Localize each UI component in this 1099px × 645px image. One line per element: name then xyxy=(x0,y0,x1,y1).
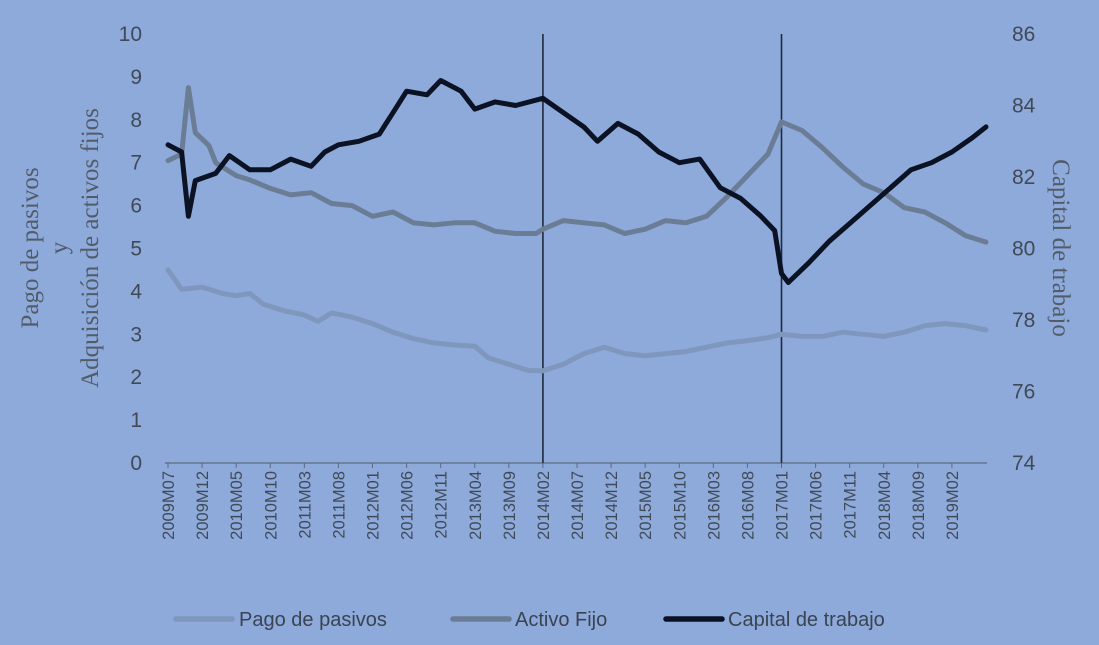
x-tick-label: 2010M10 xyxy=(262,471,280,540)
x-tick-label: 2017M11 xyxy=(842,471,860,539)
right-tick-label: 76 xyxy=(1012,381,1035,404)
x-tick-label: 2010M05 xyxy=(228,471,246,540)
x-tick-label: 2016M08 xyxy=(739,471,757,540)
series-lines xyxy=(165,78,989,374)
left-axis-title-line-2: y xyxy=(46,241,73,254)
left-tick-label: 8 xyxy=(130,109,142,132)
vertical-reference-lines xyxy=(542,34,783,463)
x-tick-label: 2012M06 xyxy=(399,471,417,540)
right-tick-label: 84 xyxy=(1012,95,1036,118)
x-tick-label: 2018M09 xyxy=(910,471,928,540)
x-tick-label: 2015M10 xyxy=(671,471,689,540)
legend-label-capital-de-trabajo: Capital de trabajo xyxy=(728,609,885,631)
x-tick-label: 2012M11 xyxy=(433,471,451,539)
left-tick-label: 5 xyxy=(130,238,142,261)
x-tick-label: 2015M05 xyxy=(637,471,655,540)
x-tick-label: 2017M06 xyxy=(808,471,826,540)
x-tick-label: 2018M04 xyxy=(876,471,894,540)
x-tick-label: 2013M04 xyxy=(467,471,485,540)
left-tick-label: 2 xyxy=(130,366,142,389)
legend-label-pago-de-pasivos: Pago de pasivos xyxy=(239,609,387,631)
left-tick-label: 9 xyxy=(130,66,142,89)
x-tick-label: 2014M07 xyxy=(569,471,587,540)
x-tick-label: 2013M09 xyxy=(501,471,519,540)
x-tick-label: 2009M07 xyxy=(160,471,178,540)
series-line-activo-fijo xyxy=(165,85,989,245)
series-line-capital-de-trabajo xyxy=(165,78,989,285)
left-axis-title-line-1: Pago de pasivos xyxy=(17,167,44,328)
series-line-pago-de-pasivos xyxy=(165,267,989,374)
x-tick-label: 2016M03 xyxy=(705,471,723,540)
x-tick-label: 2011M03 xyxy=(296,471,314,539)
left-tick-label: 4 xyxy=(130,280,142,303)
right-y-axis-ticks: 74 76 78 80 82 84 86 xyxy=(1012,23,1036,475)
left-axis-title-line-3: Adquisición de activos fijos xyxy=(77,108,104,388)
left-tick-label: 3 xyxy=(130,323,142,346)
x-tick-label: 2019M02 xyxy=(944,471,962,540)
right-tick-label: 74 xyxy=(1012,452,1036,475)
left-tick-label: 7 xyxy=(130,152,142,175)
left-tick-label: 6 xyxy=(130,195,142,218)
legend-label-activo-fijo: Activo Fijo xyxy=(515,609,607,631)
legend: Pago de pasivos Activo Fijo Capital de t… xyxy=(173,609,885,631)
right-tick-label: 80 xyxy=(1012,238,1035,261)
left-tick-label: 0 xyxy=(130,452,142,475)
x-tick-label: 2011M08 xyxy=(330,471,348,539)
right-axis-title: Capital de trabajo xyxy=(1047,159,1074,337)
left-y-axis-ticks: 0 1 2 3 4 5 6 7 8 9 10 xyxy=(119,23,143,475)
x-tick-label: 2012M01 xyxy=(365,471,383,540)
x-axis-ticks: 2009M07 2009M12 2010M05 2010M10 2011M03 2011M… xyxy=(160,463,962,540)
x-tick-label: 2014M12 xyxy=(603,471,621,540)
right-tick-label: 86 xyxy=(1012,23,1035,46)
right-tick-label: 78 xyxy=(1012,309,1035,332)
left-tick-label: 1 xyxy=(130,409,142,432)
x-tick-label: 2017M01 xyxy=(774,471,792,540)
right-tick-label: 82 xyxy=(1012,166,1035,189)
x-tick-label: 2014M02 xyxy=(535,471,553,540)
x-tick-label: 2009M12 xyxy=(194,471,212,540)
left-tick-label: 10 xyxy=(119,23,142,46)
